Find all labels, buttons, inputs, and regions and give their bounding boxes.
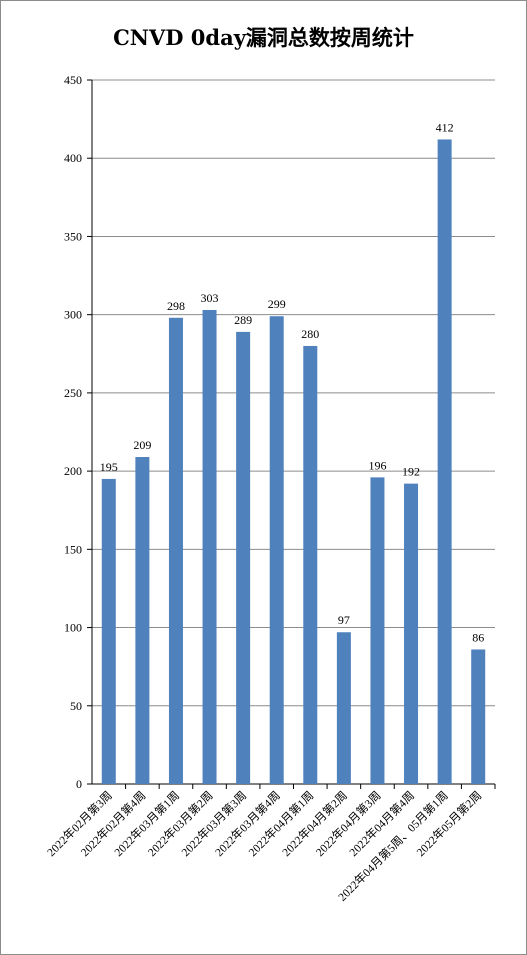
- bar: [236, 331, 251, 784]
- y-tick-label: 350: [64, 229, 82, 243]
- y-tick-label: 0: [76, 777, 82, 791]
- data-label: 209: [133, 438, 151, 452]
- bar: [471, 649, 486, 784]
- data-label: 97: [338, 613, 350, 627]
- data-label: 289: [234, 313, 252, 327]
- bar: [404, 483, 419, 784]
- data-label: 195: [100, 460, 118, 474]
- data-label: 303: [201, 291, 219, 305]
- data-label: 86: [472, 630, 484, 644]
- bar: [168, 317, 183, 784]
- bar: [303, 345, 318, 784]
- bar: [437, 139, 452, 785]
- bar: [269, 316, 284, 784]
- chart-title: CNVD 0day漏洞总数按周统计: [113, 25, 414, 50]
- data-label: 299: [268, 297, 286, 311]
- bar: [135, 457, 150, 784]
- y-tick-label: 400: [64, 151, 82, 165]
- bar: [370, 477, 385, 784]
- y-tick-label: 100: [64, 621, 82, 635]
- y-tick-label: 450: [64, 73, 82, 87]
- bar: [336, 632, 351, 784]
- y-tick-label: 300: [64, 308, 82, 322]
- y-tick-label: 250: [64, 386, 82, 400]
- data-label: 280: [301, 327, 319, 341]
- data-label: 298: [167, 299, 185, 313]
- y-tick-label: 150: [64, 542, 82, 556]
- y-tick-label: 200: [64, 464, 82, 478]
- data-label: 192: [402, 465, 420, 479]
- y-tick-label: 50: [70, 699, 82, 713]
- bar: [202, 309, 217, 784]
- data-label: 412: [436, 120, 454, 134]
- x-tick-label: 2022年02月第3周: [44, 788, 115, 859]
- data-label: 196: [368, 458, 386, 472]
- bar: [101, 478, 116, 784]
